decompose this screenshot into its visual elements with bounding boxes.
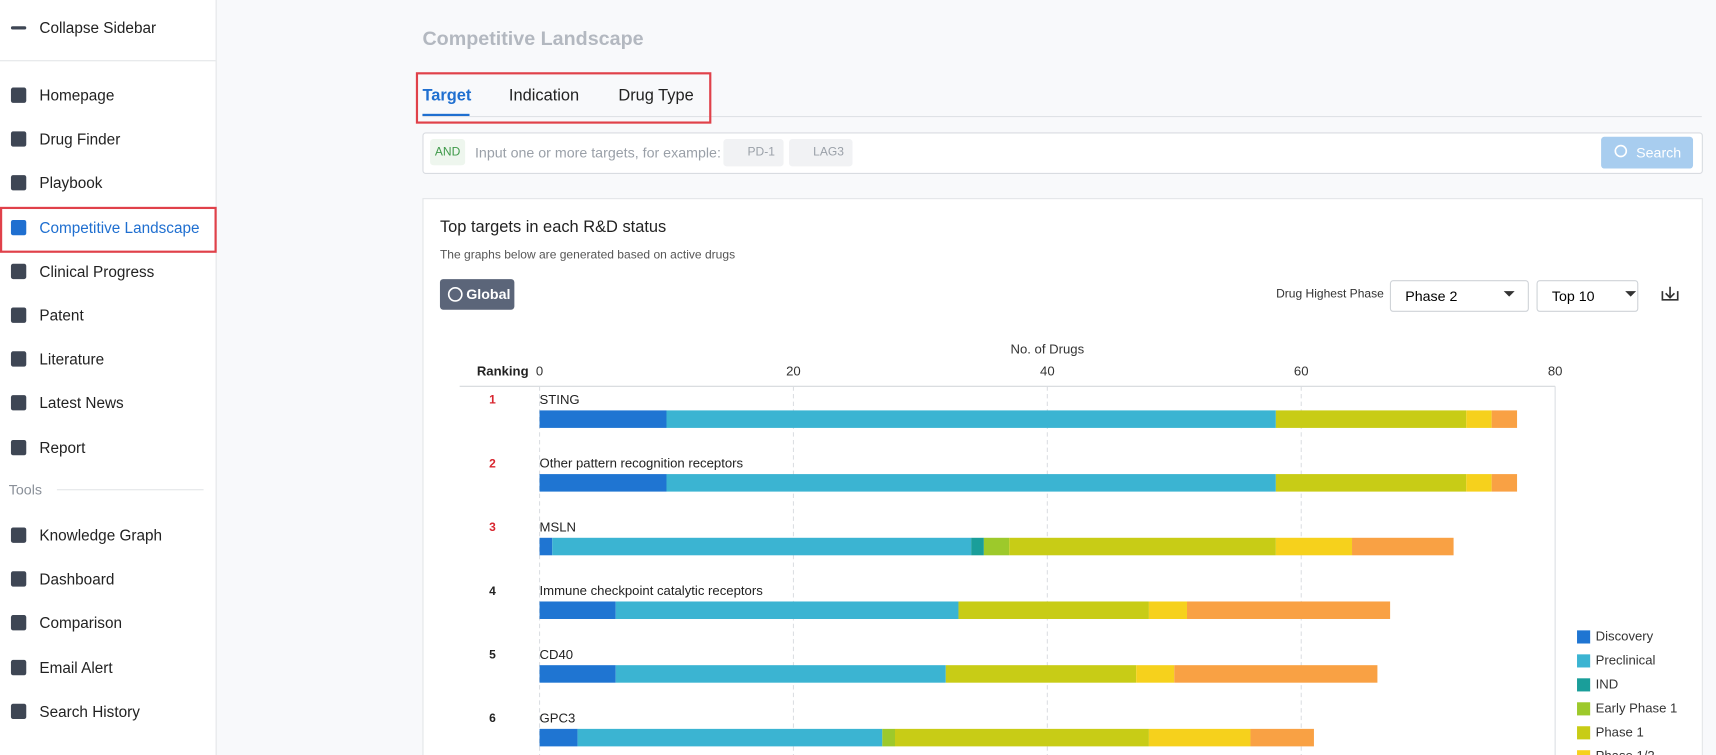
legend-label: Phase 1 — [1596, 724, 1644, 739]
bar-segment — [540, 665, 616, 683]
bar-segment — [1009, 538, 1276, 556]
bar-segment — [1492, 410, 1517, 428]
legend-swatch — [1577, 702, 1590, 715]
category-label: MSLN — [540, 519, 576, 534]
bar-segment — [540, 474, 667, 492]
bar-segment — [946, 665, 1136, 683]
legend-label: Preclinical — [1596, 652, 1656, 667]
legend-label: Phase 1/2 — [1596, 748, 1655, 755]
category-label: CD40 — [540, 647, 574, 662]
bar-segment — [1466, 474, 1491, 492]
legend-label: IND — [1596, 676, 1619, 691]
x-tick-label: 60 — [1294, 364, 1309, 379]
legend-swatch — [1577, 654, 1590, 667]
legend-label: Discovery — [1596, 628, 1654, 643]
bar-segment — [578, 729, 883, 747]
bar-segment — [666, 474, 1275, 492]
bar-segment — [1187, 601, 1390, 619]
bar-segment — [958, 601, 1148, 619]
bar-segment — [1250, 729, 1313, 747]
bar-segment — [540, 538, 553, 556]
x-tick-label: 20 — [786, 364, 801, 379]
ranking: 5 — [489, 647, 496, 661]
bar-segment — [1149, 729, 1251, 747]
legend-swatch — [1577, 678, 1590, 691]
legend-swatch — [1577, 630, 1590, 643]
bar-segment — [1276, 410, 1466, 428]
ranking: 1 — [489, 393, 496, 407]
bar-segment — [1276, 538, 1352, 556]
app: Collapse Sidebar Tools HomepageDrug Find… — [0, 0, 1716, 755]
dropdown-arrow — [1504, 291, 1636, 296]
ranking-header: Ranking — [477, 364, 529, 379]
bar-segment — [1492, 474, 1517, 492]
ranking: 4 — [489, 584, 496, 598]
globe-icon — [449, 288, 462, 301]
bar-segment — [540, 729, 578, 747]
ranking: 6 — [489, 711, 496, 725]
x-tick-label: 40 — [1040, 364, 1055, 379]
bar-segment — [616, 601, 959, 619]
category-label: Other pattern recognition receptors — [540, 456, 744, 471]
category-label: GPC3 — [540, 710, 576, 725]
bar-segment — [540, 410, 667, 428]
axis-title: No. of Drugs — [1010, 342, 1084, 357]
download-icon[interactable] — [1662, 287, 1677, 300]
bar-segment — [540, 601, 616, 619]
bar-segment — [1149, 601, 1187, 619]
x-tick-label: 80 — [1548, 364, 1563, 379]
bar-segment — [895, 729, 1149, 747]
legend-swatch — [1577, 750, 1590, 755]
bar-segment — [666, 410, 1275, 428]
bar-segment — [971, 538, 984, 556]
bar-segment — [552, 538, 971, 556]
bar-segment — [984, 538, 1009, 556]
bar-segment — [1466, 410, 1491, 428]
chart: No. of Drugs Ranking 0 20 40 60 80 1 STING 2 Other… — [0, 0, 1716, 755]
legend-label: Early Phase 1 — [1596, 700, 1678, 715]
ranking: 3 — [489, 520, 496, 534]
legend-swatch — [1577, 726, 1590, 739]
bar-segment — [616, 665, 946, 683]
bar-segment — [1352, 538, 1454, 556]
bar-segment — [1276, 474, 1466, 492]
ranking: 2 — [489, 456, 496, 470]
category-label: STING — [540, 392, 580, 407]
bar-segment — [1136, 665, 1174, 683]
x-tick-label: 0 — [536, 364, 543, 379]
page: Collapse Sidebar Tools HomepageDrug Find… — [0, 0, 1716, 755]
bar-segment — [882, 729, 895, 747]
bar-segment — [1174, 665, 1377, 683]
category-label: Immune checkpoint catalytic receptors — [540, 583, 764, 598]
search-icon — [1615, 146, 1626, 157]
